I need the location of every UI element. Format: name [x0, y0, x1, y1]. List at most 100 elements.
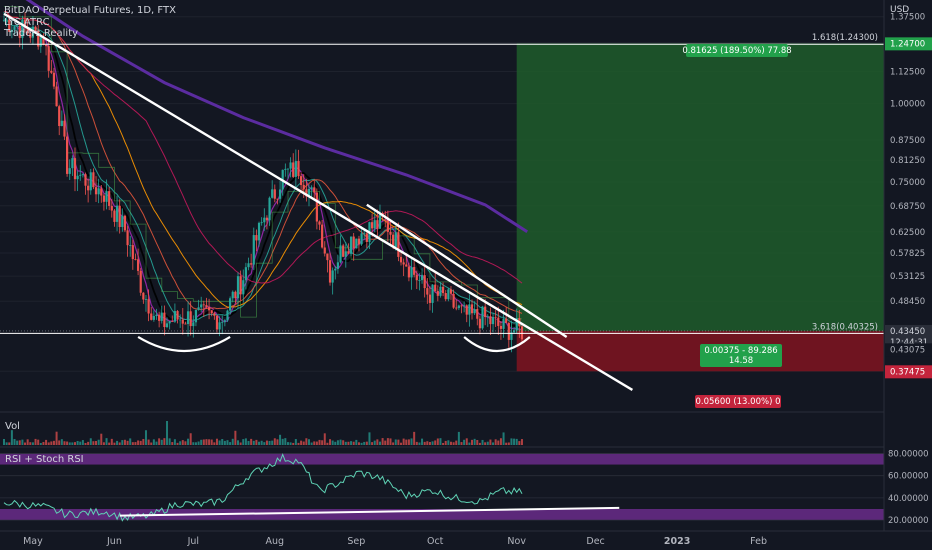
candle-body	[326, 253, 329, 261]
candle-body	[436, 291, 439, 296]
volume-bar	[347, 441, 350, 445]
candle-body	[510, 332, 513, 340]
candles	[2, 11, 524, 353]
trendline-drawings[interactable]	[3, 12, 634, 391]
candle-body	[63, 120, 66, 137]
volume-bar	[300, 440, 303, 445]
candle-body	[305, 189, 308, 197]
volume-bar	[449, 441, 452, 445]
ma-line	[3, 11, 523, 284]
volume-bar	[394, 439, 397, 445]
month-label: 2023	[664, 536, 690, 547]
volume-bar	[66, 441, 69, 445]
price-tick-label: 0.62500	[890, 228, 925, 238]
volume-bar	[279, 434, 282, 445]
volume-bar	[265, 440, 268, 445]
volume-bar	[160, 439, 163, 445]
volume-bar	[452, 442, 455, 445]
volume-bar	[442, 442, 445, 445]
candle-body	[100, 188, 103, 196]
candle-body	[497, 317, 500, 326]
candle-body	[97, 188, 100, 195]
candle-body	[484, 306, 487, 318]
candle-body	[455, 307, 458, 309]
volume-bar	[431, 441, 434, 445]
candle-body	[8, 19, 11, 32]
volume-bar	[231, 438, 234, 445]
candle-body	[158, 314, 161, 321]
candle-body	[336, 262, 340, 269]
volume-bar	[520, 439, 523, 445]
time-axis[interactable]: May Jun Jul Aug Sep Oct Nov Dec 2023 Feb	[23, 536, 767, 547]
candle-body	[465, 305, 468, 315]
volume-bar	[268, 440, 271, 445]
candle-body	[234, 291, 237, 299]
volume-bar	[200, 439, 203, 445]
candle-body	[144, 299, 148, 300]
candle-body	[357, 238, 361, 245]
candle-body	[307, 188, 311, 197]
candle-body	[426, 288, 429, 295]
volume-bar	[244, 438, 247, 445]
candle-body	[494, 316, 497, 318]
rsi-tick-label: 40.00000	[888, 494, 929, 504]
volume-bars	[3, 421, 523, 445]
volume-bar	[197, 441, 200, 445]
volume-bar	[310, 442, 313, 445]
candle-body	[284, 168, 287, 170]
volume-bar	[173, 439, 176, 445]
volume-bar	[331, 440, 334, 445]
candle-body	[50, 70, 53, 73]
candle-body	[55, 86, 58, 107]
volume-bar	[3, 439, 5, 445]
volume-bar	[368, 432, 371, 445]
candle-body	[213, 313, 216, 316]
candle-body	[342, 245, 345, 257]
volume-bar	[344, 441, 347, 445]
month-label: Jul	[187, 536, 199, 547]
candle-body	[363, 233, 366, 235]
candle-body	[52, 72, 56, 87]
candle-body	[318, 221, 321, 225]
volume-bar	[292, 442, 295, 445]
candle-body	[136, 259, 140, 271]
volume-bar	[79, 441, 82, 445]
candle-body	[323, 247, 326, 254]
candle-body	[271, 189, 274, 198]
rsi-line	[3, 453, 523, 522]
month-label: May	[23, 536, 43, 547]
rounded-bottom-arc	[137, 336, 231, 352]
volume-bar	[187, 438, 190, 445]
volume-bar	[428, 442, 431, 445]
candle-body	[223, 320, 226, 322]
volume-bar	[84, 442, 87, 445]
volume-bar	[389, 438, 392, 445]
volume-bar	[336, 440, 339, 445]
month-label: Feb	[750, 536, 767, 547]
price-axis[interactable]: 1.37500 1.12500 1.00000 0.87500 0.81250 0.750…	[890, 13, 925, 308]
candle-body	[507, 322, 510, 340]
volume-bar	[129, 438, 132, 445]
candle-body	[278, 189, 282, 199]
rsi-tick-label: 80.00000	[888, 449, 929, 459]
volume-bar	[297, 442, 300, 445]
candle-body	[121, 215, 124, 227]
volume-bar	[418, 442, 421, 445]
month-label: Aug	[266, 536, 285, 547]
fib-label-top: 1.618(1.24300)	[812, 33, 878, 43]
position-label-box-text: 14.58	[729, 356, 753, 366]
volume-bar	[363, 441, 366, 445]
volume-bar	[237, 440, 240, 445]
candle-body	[16, 25, 19, 27]
volume-bar	[315, 441, 318, 445]
volume-bar	[184, 441, 187, 445]
volume-bar	[397, 439, 400, 445]
volume-bar	[210, 439, 213, 445]
volume-bar	[215, 438, 218, 445]
rsi-trendline	[119, 506, 620, 517]
price-tick-label: 1.12500	[890, 67, 925, 77]
rsi-axis[interactable]: 80.00000 60.00000 40.00000 20.00000	[888, 449, 929, 526]
volume-bar	[24, 442, 27, 445]
candle-body	[60, 120, 63, 127]
